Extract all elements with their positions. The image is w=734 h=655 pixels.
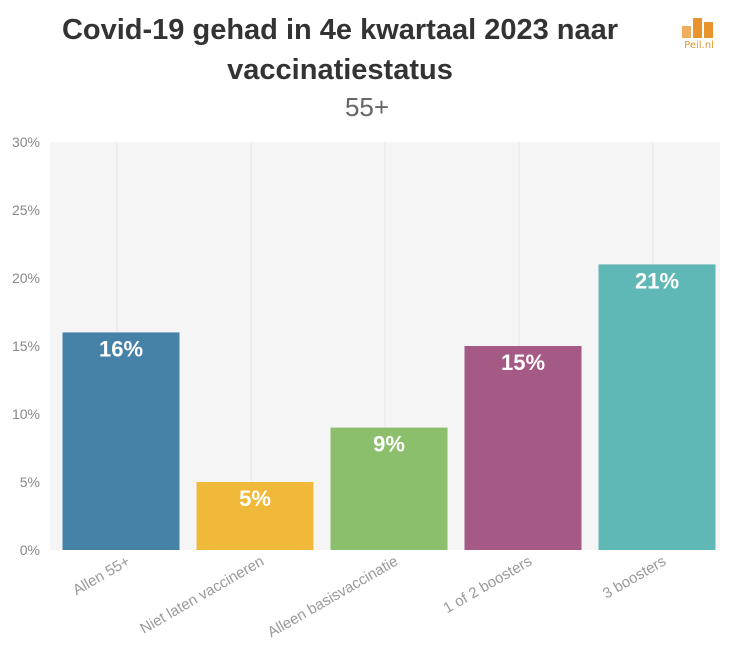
bar xyxy=(196,482,314,550)
bar-logo-icon xyxy=(682,18,713,38)
chart-title-line-1: Covid-19 gehad in 4e kwartaal 2023 naar xyxy=(61,14,619,46)
x-tick-label: Allen 55+ xyxy=(70,553,133,599)
x-tick-label: Alleen basisvaccinatie xyxy=(265,553,401,642)
y-tick-label: 15% xyxy=(12,338,40,354)
bar xyxy=(330,427,448,550)
y-tick-label: 30% xyxy=(12,134,40,150)
x-tick-label: Niet laten vaccineren xyxy=(137,553,267,638)
bar-data-label: 5% xyxy=(239,486,271,511)
chart-title-line-2: vaccinatiestatus xyxy=(227,54,453,86)
y-tick-label: 25% xyxy=(12,202,40,218)
x-tick-label: 3 boosters xyxy=(600,553,669,603)
peil-logo: Peil.nl xyxy=(676,16,722,56)
bar-data-label: 15% xyxy=(501,350,545,375)
logo-text: Peil.nl xyxy=(684,40,714,51)
x-tick-label: 1 of 2 boosters xyxy=(441,553,535,617)
chart-title: Covid-19 gehad in 4e kwartaal 2023 naar … xyxy=(0,10,680,90)
bar-data-label: 16% xyxy=(99,336,143,361)
y-tick-label: 10% xyxy=(12,406,40,422)
bar xyxy=(464,346,582,550)
bar xyxy=(62,332,180,550)
bar-data-label: 21% xyxy=(635,268,679,293)
bar-data-label: 9% xyxy=(373,432,405,457)
y-tick-label: 20% xyxy=(12,270,40,286)
bar xyxy=(598,264,716,550)
y-tick-label: 0% xyxy=(20,542,40,558)
chart-subtitle: 55+ xyxy=(344,92,390,122)
y-tick-label: 5% xyxy=(20,474,40,490)
